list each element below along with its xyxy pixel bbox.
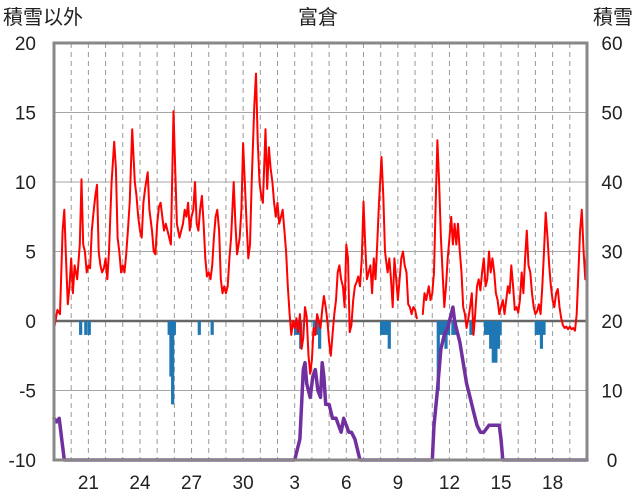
- right-tick-labels: 60 50 40 30 20 10 0: [601, 34, 622, 472]
- bar-mark: [79, 321, 83, 335]
- bar-mark: [436, 321, 440, 391]
- left-axis-label: 積雪以外: [3, 6, 83, 29]
- right-tick-label: 0: [607, 451, 618, 472]
- bar-mark: [486, 321, 490, 335]
- bar-mark: [87, 321, 91, 335]
- x-tick-label: 24: [129, 473, 151, 494]
- right-tick-label: 20: [601, 312, 622, 333]
- bar-mark: [494, 321, 498, 363]
- bar-mark: [318, 321, 322, 349]
- bar-mark: [451, 321, 455, 335]
- right-axis-label: 積雪: [593, 6, 633, 29]
- x-tick-label: 15: [490, 473, 511, 494]
- bar-mark: [210, 321, 214, 335]
- x-tick-label: 27: [181, 473, 202, 494]
- x-tick-label: 9: [393, 473, 404, 494]
- x-tick-label: 6: [341, 473, 352, 494]
- bar-mark: [496, 321, 501, 349]
- bar-mark: [387, 321, 391, 349]
- bar-mark: [84, 321, 88, 335]
- left-tick-labels: 20 15 10 5 0 -5 -10: [9, 34, 36, 472]
- plot-frame: [52, 41, 589, 462]
- x-tick-label: 12: [439, 473, 460, 494]
- bar-mark: [167, 321, 171, 335]
- left-tick-label: 0: [25, 312, 36, 333]
- bar-mark: [469, 321, 473, 335]
- series-line-snow-depth: [52, 305, 589, 462]
- bar-mark: [385, 321, 389, 335]
- left-tick-label: 5: [25, 243, 36, 264]
- bar-mark: [171, 321, 175, 405]
- x-tick-labels: 21 24 27 30 3 6 9 12 15 18: [78, 473, 563, 494]
- left-tick-label: -5: [19, 382, 36, 403]
- bar-mark: [379, 321, 384, 335]
- bar-mark: [315, 321, 319, 335]
- right-tick-label: 40: [601, 173, 622, 194]
- right-tick-label: 10: [601, 382, 622, 403]
- left-tick-label: 10: [15, 173, 36, 194]
- bar-mark: [197, 321, 201, 335]
- series-line-main: [53, 72, 588, 375]
- bar-mark: [382, 321, 386, 335]
- bar-mark: [483, 321, 488, 335]
- bar-mark: [169, 321, 173, 377]
- bar-mark: [539, 321, 544, 349]
- series-layer: [52, 72, 589, 462]
- bar-mark: [489, 321, 493, 349]
- bar-mark: [542, 321, 546, 335]
- x-tick-label: 30: [233, 473, 254, 494]
- right-tick-label: 50: [601, 104, 622, 125]
- x-tick-label: 21: [78, 473, 99, 494]
- left-tick-label: 20: [15, 34, 36, 55]
- bar-mark: [498, 321, 502, 335]
- chart-title: 富倉: [298, 6, 338, 29]
- bar-mark: [441, 321, 446, 335]
- right-tick-label: 30: [601, 243, 622, 264]
- bar-mark: [537, 321, 541, 335]
- bar-mark: [491, 321, 495, 363]
- x-tick-label: 3: [289, 473, 300, 494]
- left-tick-label: 15: [15, 104, 36, 125]
- bar-mark: [172, 321, 176, 335]
- right-tick-label: 60: [601, 34, 622, 55]
- bar-mark: [439, 321, 443, 335]
- x-tick-label: 18: [542, 473, 563, 494]
- bar-mark: [534, 321, 538, 335]
- left-tick-label: -10: [9, 451, 36, 472]
